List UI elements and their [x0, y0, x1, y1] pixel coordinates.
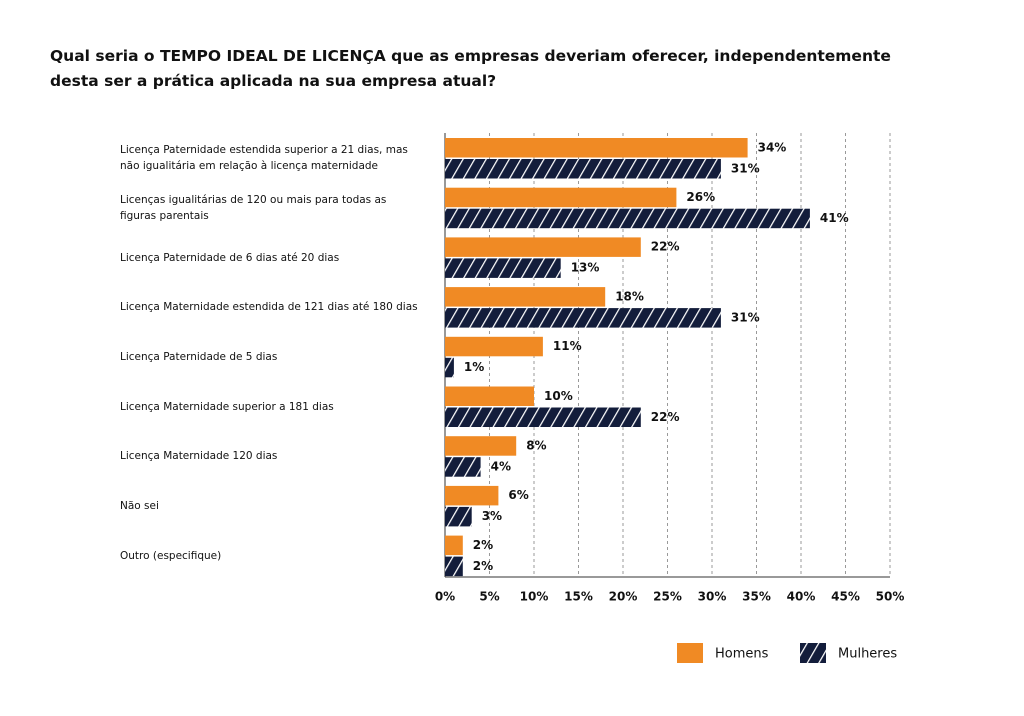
value-label: 2%	[473, 559, 493, 573]
category-label: Não sei	[120, 500, 159, 513]
bar	[445, 485, 499, 506]
x-tick-label: 20%	[609, 590, 638, 604]
value-label: 31%	[731, 310, 760, 324]
category-label: Outro (especifique)	[120, 549, 222, 562]
value-label: 13%	[571, 261, 600, 275]
x-tick-label: 50%	[876, 590, 905, 604]
bar	[445, 208, 810, 229]
value-label: 22%	[651, 410, 680, 424]
bar	[445, 287, 606, 307]
value-label: 8%	[526, 438, 546, 452]
value-label: 22%	[651, 240, 680, 254]
chart-title: Qual seria o TEMPO IDEAL DE LICENÇA que …	[50, 47, 891, 90]
category-label: Licença Maternidade estendida de 121 dia…	[120, 301, 418, 314]
value-label: 4%	[491, 459, 511, 473]
value-label: 6%	[508, 488, 528, 502]
bar	[445, 237, 641, 257]
x-tick-label: 15%	[564, 590, 593, 604]
bar	[445, 506, 472, 527]
category-label: Licença Paternidade de 6 dias até 20 dia…	[120, 251, 340, 264]
category-label: Licença Maternidade 120 dias	[120, 450, 278, 463]
bar	[445, 386, 534, 406]
bar	[445, 258, 561, 278]
value-label: 10%	[544, 389, 573, 403]
bar	[445, 138, 748, 158]
value-label: 34%	[758, 140, 787, 154]
x-tick-label: 25%	[653, 590, 682, 604]
bar	[445, 436, 517, 456]
legend-swatch	[677, 643, 703, 663]
category-label: Licença Paternidade de 5 dias	[120, 351, 278, 364]
bar	[445, 159, 721, 179]
x-tick-label: 10%	[520, 590, 549, 604]
bar	[445, 187, 677, 208]
bar	[445, 556, 463, 577]
bar	[445, 535, 463, 556]
value-label: 11%	[553, 339, 582, 353]
bar	[445, 407, 641, 427]
value-label: 1%	[464, 360, 484, 374]
category-label: Licença Paternidade estendida superior a…	[120, 144, 408, 173]
x-tick-label: 45%	[831, 590, 860, 604]
category-label: Licenças igualitárias de 120 ou mais par…	[120, 193, 387, 222]
bar	[445, 357, 454, 378]
value-label: 3%	[482, 509, 502, 523]
value-label: 41%	[820, 211, 849, 225]
x-tick-label: 35%	[742, 590, 771, 604]
bar	[445, 457, 481, 477]
x-tick-label: 30%	[698, 590, 727, 604]
bar	[445, 308, 721, 328]
legend-label: Mulheres	[838, 647, 897, 662]
legend-label: Homens	[715, 647, 769, 662]
bar	[445, 336, 543, 357]
x-tick-label: 0%	[435, 590, 455, 604]
value-label: 18%	[615, 289, 644, 303]
value-label: 26%	[686, 190, 715, 204]
legend-swatch	[800, 643, 826, 663]
x-tick-label: 40%	[787, 590, 816, 604]
category-label: Licença Maternidade superior a 181 dias	[120, 400, 334, 413]
value-label: 31%	[731, 161, 760, 175]
x-tick-label: 5%	[479, 590, 499, 604]
value-label: 2%	[473, 538, 493, 552]
